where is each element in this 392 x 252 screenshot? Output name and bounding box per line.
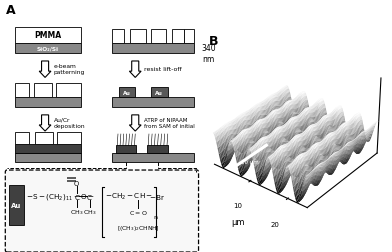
Text: Au: Au	[123, 90, 131, 95]
Text: $\mathsf{-CH_2-CH-}$: $\mathsf{-CH_2-CH-}$	[105, 192, 153, 202]
Text: Au: Au	[11, 202, 22, 208]
Text: $\mathsf{\|\|}$: $\mathsf{\|\|}$	[65, 174, 79, 183]
Polygon shape	[129, 115, 141, 132]
Bar	[15, 44, 82, 54]
Bar	[112, 30, 124, 44]
Bar	[15, 145, 82, 153]
Text: SiO₂/Si: SiO₂/Si	[37, 46, 59, 51]
Polygon shape	[129, 62, 141, 78]
Bar	[151, 88, 168, 98]
Bar	[112, 153, 194, 163]
Bar	[119, 88, 135, 98]
Text: resist lift-off: resist lift-off	[144, 67, 181, 72]
Text: $\mathsf{C}$: $\mathsf{C}$	[74, 192, 80, 201]
Bar	[147, 146, 168, 153]
FancyBboxPatch shape	[5, 170, 199, 252]
Text: Au: Au	[155, 90, 163, 95]
Bar	[35, 132, 53, 145]
Bar	[130, 30, 146, 44]
Bar	[15, 28, 82, 44]
Text: ATRP of NIPAAM
from SAM of initial: ATRP of NIPAAM from SAM of initial	[144, 117, 195, 129]
Bar	[15, 132, 29, 145]
Bar	[9, 185, 24, 226]
Text: $\mathsf{O}$: $\mathsf{O}$	[73, 178, 80, 187]
Bar	[151, 30, 166, 44]
Text: 340
nm: 340 nm	[202, 44, 216, 63]
Text: $\mathsf{C}$: $\mathsf{C}$	[86, 192, 93, 201]
Bar	[15, 84, 29, 98]
X-axis label: μm: μm	[232, 217, 245, 226]
Bar	[15, 98, 82, 108]
Polygon shape	[39, 115, 51, 132]
Text: $\mathsf{CH_3}$: $\mathsf{CH_3}$	[83, 207, 96, 216]
Polygon shape	[39, 62, 51, 78]
Text: $\mathsf{-S-(CH_2)_{11}-O-}$: $\mathsf{-S-(CH_2)_{11}-O-}$	[26, 192, 96, 202]
Bar	[112, 44, 194, 54]
Text: $\mathsf{-Br}$: $\mathsf{-Br}$	[149, 192, 165, 201]
Bar	[116, 146, 136, 153]
Text: $\mathsf{CH_3}$: $\mathsf{CH_3}$	[70, 207, 83, 216]
Text: $\mathsf{[(CH_3)_2CHNH]}$: $\mathsf{[(CH_3)_2CHNH]}$	[117, 223, 160, 232]
Bar	[15, 153, 82, 163]
Bar	[56, 84, 82, 98]
Text: $\mathsf{n}$: $\mathsf{n}$	[153, 213, 158, 220]
Text: e-beam
patterning: e-beam patterning	[54, 64, 85, 75]
Text: PMMA: PMMA	[34, 31, 62, 40]
Bar	[184, 30, 194, 44]
Bar	[172, 30, 184, 44]
Text: A: A	[6, 4, 16, 17]
Bar	[112, 98, 194, 108]
Text: Au/Cr
deposition: Au/Cr deposition	[54, 117, 85, 129]
Text: $\mathsf{C=O}$: $\mathsf{C=O}$	[129, 208, 147, 216]
Bar	[57, 132, 81, 145]
Text: B: B	[209, 35, 219, 48]
Bar	[34, 84, 52, 98]
